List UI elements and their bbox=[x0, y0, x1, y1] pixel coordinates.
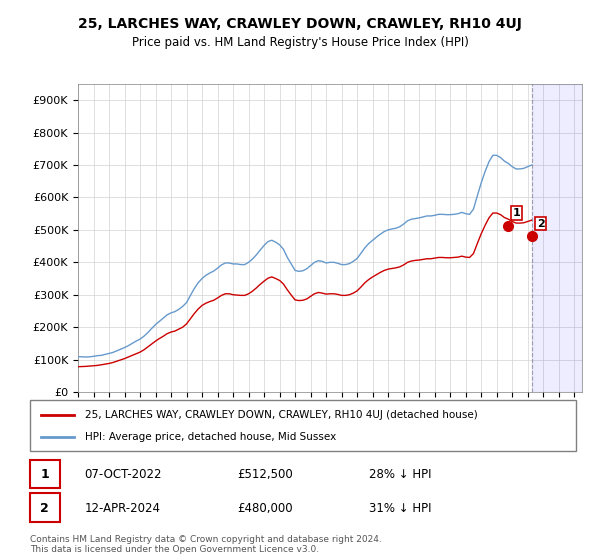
Bar bbox=[532, 84, 582, 392]
Text: 25, LARCHES WAY, CRAWLEY DOWN, CRAWLEY, RH10 4UJ (detached house): 25, LARCHES WAY, CRAWLEY DOWN, CRAWLEY, … bbox=[85, 409, 478, 419]
Text: 2: 2 bbox=[537, 218, 544, 228]
Text: HPI: Average price, detached house, Mid Sussex: HPI: Average price, detached house, Mid … bbox=[85, 432, 336, 442]
Text: 1: 1 bbox=[513, 208, 521, 218]
Text: 31% ↓ HPI: 31% ↓ HPI bbox=[368, 502, 431, 515]
FancyBboxPatch shape bbox=[30, 493, 60, 522]
Text: 28% ↓ HPI: 28% ↓ HPI bbox=[368, 468, 431, 481]
FancyBboxPatch shape bbox=[30, 460, 60, 488]
Text: Price paid vs. HM Land Registry's House Price Index (HPI): Price paid vs. HM Land Registry's House … bbox=[131, 36, 469, 49]
Text: 25, LARCHES WAY, CRAWLEY DOWN, CRAWLEY, RH10 4UJ: 25, LARCHES WAY, CRAWLEY DOWN, CRAWLEY, … bbox=[78, 17, 522, 31]
Text: £480,000: £480,000 bbox=[238, 502, 293, 515]
FancyBboxPatch shape bbox=[30, 400, 576, 451]
Text: £512,500: £512,500 bbox=[238, 468, 293, 481]
Text: 2: 2 bbox=[40, 502, 49, 515]
Text: 12-APR-2024: 12-APR-2024 bbox=[85, 502, 161, 515]
Text: Contains HM Land Registry data © Crown copyright and database right 2024.
This d: Contains HM Land Registry data © Crown c… bbox=[30, 535, 382, 554]
Text: 1: 1 bbox=[40, 468, 49, 481]
Text: 07-OCT-2022: 07-OCT-2022 bbox=[85, 468, 162, 481]
